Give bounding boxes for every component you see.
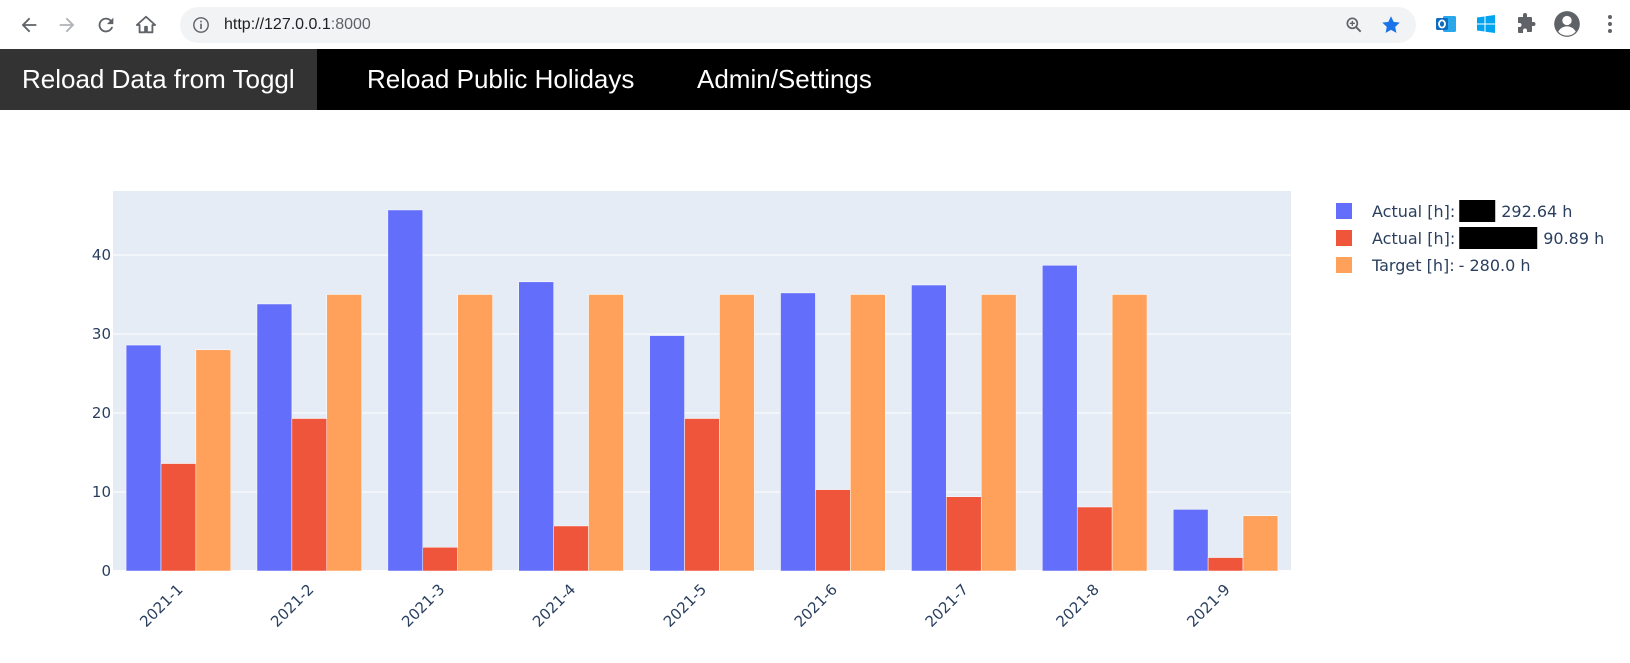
info-icon[interactable]: [192, 16, 210, 34]
back-icon[interactable]: [14, 10, 44, 40]
bar-2021-5-series-0[interactable]: [649, 335, 685, 572]
y-axis-ticks: 0 10 20 30 40: [92, 246, 111, 580]
bar-2021-7-series-2[interactable]: [980, 294, 1017, 572]
x-tick-label: 2021-2: [267, 580, 317, 630]
forward-icon[interactable]: [52, 10, 82, 40]
menu-icon[interactable]: [1598, 12, 1622, 36]
x-tick-label: 2021-9: [1183, 580, 1233, 630]
bar-2021-1-series-1[interactable]: [160, 463, 197, 572]
x-tick-label: 2021-5: [660, 580, 710, 630]
legend-label[interactable]: Actual [h]:: [1372, 202, 1455, 221]
bar-2021-9-series-0[interactable]: [1172, 509, 1209, 572]
x-tick-label: 2021-8: [1052, 580, 1102, 630]
bar-2021-4-series-0[interactable]: [518, 281, 554, 572]
x-tick-label: 2021-1: [136, 580, 186, 630]
bar-2021-1-series-0[interactable]: [125, 344, 162, 572]
zoom-icon[interactable]: [1344, 15, 1364, 35]
legend-swatch[interactable]: [1336, 257, 1352, 273]
bookmark-star-icon[interactable]: [1380, 14, 1402, 36]
redaction-box: [1459, 227, 1538, 249]
bar-2021-2-series-0[interactable]: [256, 303, 293, 572]
hours-bar-chart: 0 10 20 30 40 2021-1 2021-2 2021-3 2021-4 2021-5…: [92, 191, 1604, 631]
y-tick-label: 30: [92, 325, 111, 343]
bar-2021-7-series-0[interactable]: [911, 284, 947, 572]
bar-2021-8-series-2[interactable]: [1111, 294, 1148, 572]
profile-icon[interactable]: [1553, 10, 1581, 38]
x-tick-label: 2021-7: [922, 580, 972, 630]
legend-label[interactable]: Target [h]:: [1371, 256, 1455, 275]
bar-2021-6-series-2[interactable]: [850, 294, 886, 572]
legend: Actual [h]: 292.64 h Actual [h]: 90.89 h Tar…: [1336, 200, 1604, 275]
bar-2021-2-series-2[interactable]: [326, 294, 362, 572]
bar-2021-6-series-1[interactable]: [815, 489, 851, 572]
address-bar[interactable]: http://127.0.0.1:8000: [180, 7, 1416, 43]
y-tick-label: 40: [92, 246, 111, 264]
legend-label[interactable]: Actual [h]:: [1372, 229, 1455, 248]
x-tick-label: 2021-6: [791, 580, 841, 630]
y-tick-label: 20: [92, 404, 111, 422]
bar-2021-4-series-2[interactable]: [588, 294, 624, 572]
bar-2021-5-series-1[interactable]: [684, 418, 720, 572]
bar-2021-8-series-1[interactable]: [1076, 506, 1113, 572]
url-host: http://127.0.0.1: [224, 16, 331, 33]
reload-icon[interactable]: [91, 10, 121, 40]
legend-value: 90.89 h: [1543, 229, 1604, 248]
legend-value: 292.64 h: [1501, 202, 1572, 221]
bar-2021-1-series-2[interactable]: [195, 349, 232, 572]
nav-reload-toggl[interactable]: Reload Data from Toggl: [0, 49, 317, 110]
windows-icon[interactable]: [1474, 12, 1498, 36]
legend-swatch[interactable]: [1336, 203, 1352, 219]
home-icon[interactable]: [131, 10, 161, 40]
bar-2021-6-series-0[interactable]: [780, 292, 816, 572]
x-tick-label: 2021-3: [398, 580, 448, 630]
url-port: :8000: [330, 16, 371, 33]
x-axis-ticks: 2021-1 2021-2 2021-3 2021-4 2021-5 2021-6 2021…: [136, 580, 1233, 630]
outlook-icon[interactable]: [1434, 12, 1458, 36]
browser-toolbar: http://127.0.0.1:8000: [0, 0, 1630, 50]
url-text[interactable]: http://127.0.0.1:8000: [224, 16, 371, 34]
app-navbar: Reload Data from Toggl Reload Public Hol…: [0, 49, 1630, 110]
bar-2021-4-series-1[interactable]: [553, 525, 589, 572]
x-tick-label: 2021-4: [529, 580, 579, 630]
bar-2021-3-series-1[interactable]: [422, 547, 458, 572]
bar-2021-9-series-1[interactable]: [1207, 557, 1244, 572]
legend-swatch[interactable]: [1336, 230, 1352, 246]
nav-reload-holidays[interactable]: Reload Public Holidays: [367, 64, 635, 94]
bar-2021-8-series-0[interactable]: [1042, 265, 1078, 572]
bar-2021-2-series-1[interactable]: [291, 418, 328, 572]
extensions-icon[interactable]: [1514, 12, 1538, 36]
legend-value: - 280.0 h: [1459, 256, 1531, 275]
nav-admin-settings[interactable]: Admin/Settings: [697, 64, 872, 94]
y-tick-label: 10: [92, 483, 111, 501]
y-tick-label: 0: [101, 562, 111, 580]
bars: [125, 209, 1279, 572]
bar-2021-7-series-1[interactable]: [946, 496, 982, 572]
bar-2021-3-series-0[interactable]: [387, 209, 424, 572]
redaction-box: [1459, 200, 1496, 222]
bar-2021-3-series-2[interactable]: [457, 294, 493, 572]
bar-2021-5-series-2[interactable]: [719, 294, 755, 572]
bar-2021-9-series-2[interactable]: [1242, 515, 1279, 572]
